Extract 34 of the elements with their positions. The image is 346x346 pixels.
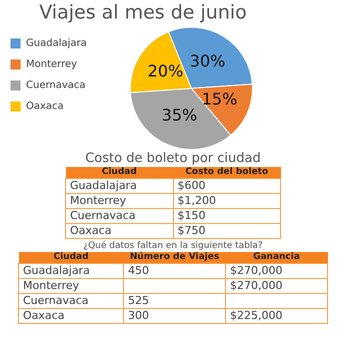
legend-label: Monterrey bbox=[26, 59, 78, 70]
data-label: 35% bbox=[162, 106, 198, 125]
legend-label: Guadalajara bbox=[26, 38, 87, 50]
text: 450 bbox=[128, 264, 150, 277]
legend-label: Cuernavaca bbox=[26, 80, 86, 92]
legend-label: Oaxaca bbox=[26, 101, 64, 112]
text: $270,000 bbox=[230, 279, 283, 292]
category-label: Costo del boleto bbox=[173, 167, 280, 178]
category-label: Monterrey bbox=[23, 279, 80, 292]
category-label: Monterrey bbox=[70, 194, 126, 207]
text: Costo de boleto por ciudad bbox=[84, 151, 262, 166]
text: 300 bbox=[128, 309, 150, 322]
text: 525 bbox=[128, 294, 150, 307]
text: ¿Qué datos faltan en la siguiente tabla? bbox=[82, 241, 264, 251]
data-label: 15% bbox=[202, 89, 238, 108]
category-label: Cuernavaca bbox=[70, 209, 136, 222]
category-label: Guadalajara bbox=[23, 264, 90, 277]
text: $750 bbox=[178, 224, 206, 237]
chart-title: Viajes al mes de junio bbox=[39, 1, 247, 24]
text: $225,000 bbox=[230, 309, 283, 322]
category-label: Ciudad bbox=[18, 252, 124, 264]
text: $1,200 bbox=[178, 194, 216, 207]
text: $270,000 bbox=[230, 264, 283, 277]
category-label: Número de Viajes bbox=[124, 252, 226, 264]
text: $600 bbox=[178, 179, 206, 192]
category-label: Guadalajara bbox=[70, 179, 137, 192]
category-label: Oaxaca bbox=[70, 224, 112, 237]
category-label: Ganancia bbox=[226, 252, 328, 264]
category-label: Cuernavaca bbox=[23, 294, 89, 307]
data-label: 30% bbox=[190, 52, 226, 71]
category-label: Ciudad bbox=[66, 167, 173, 178]
category-label: Oaxaca bbox=[23, 309, 64, 322]
data-label: 20% bbox=[148, 61, 184, 80]
text: $150 bbox=[178, 209, 206, 222]
